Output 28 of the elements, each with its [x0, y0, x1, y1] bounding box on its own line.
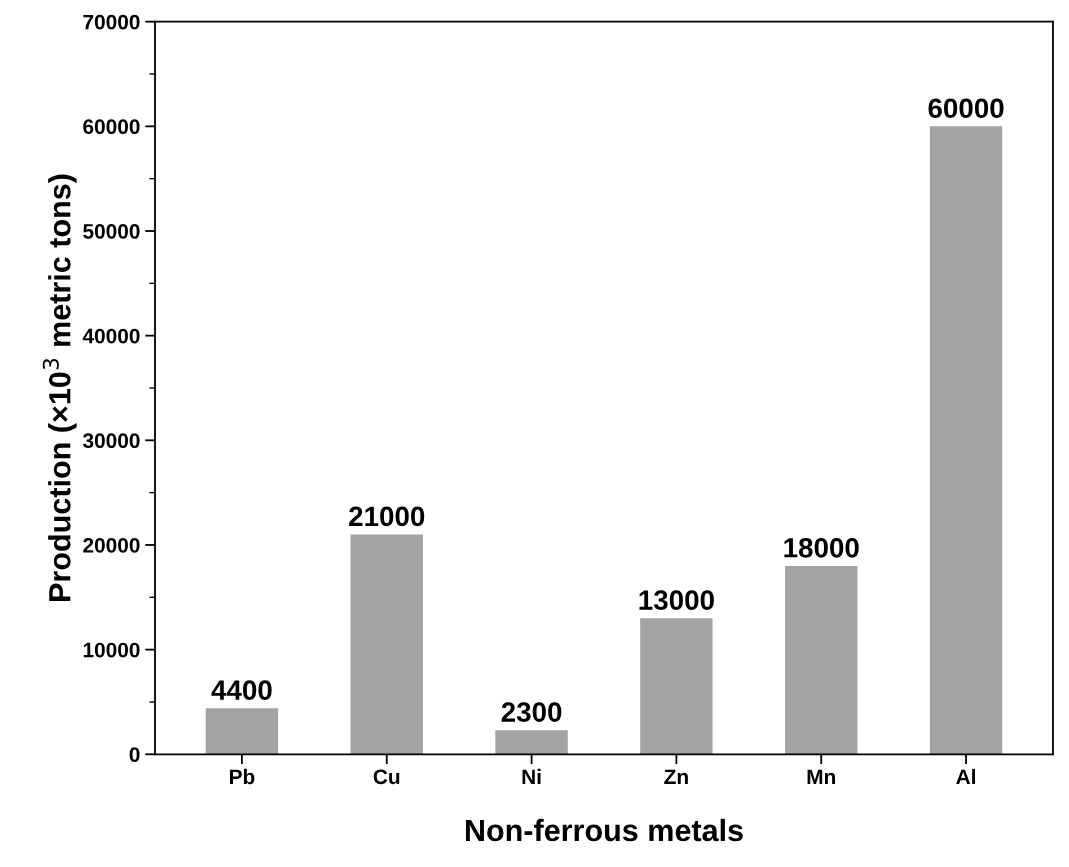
y-axis-title: Production (×10$^{3}$ metric tons) — [42, 174, 77, 601]
data-label: 4400 — [211, 680, 272, 700]
x-tick-label: Mn — [807, 769, 835, 784]
y-tick-label: 70000 — [83, 14, 140, 30]
data-label: 21000 — [349, 506, 425, 527]
x-tick-label: Ni — [522, 768, 541, 784]
data-label: 60000 — [928, 98, 1004, 119]
bar — [929, 126, 1003, 755]
y-tick-label: 40000 — [82, 328, 140, 344]
bar — [640, 618, 713, 755]
data-label: 18000 — [784, 537, 859, 558]
x-tick-label: Zn — [664, 769, 688, 784]
y-tick-label: 20000 — [83, 537, 140, 553]
y-tick-label: 10000 — [83, 642, 140, 658]
y-tick-label: 50000 — [83, 223, 140, 239]
bar — [495, 730, 568, 755]
y-tick-label: 60000 — [83, 119, 140, 135]
x-tick-label: Al — [956, 768, 976, 784]
bar — [785, 565, 858, 755]
data-label: 2300 — [501, 702, 562, 722]
y-tick-label: 30000 — [82, 433, 140, 449]
data-label: 13000 — [639, 590, 714, 610]
x-axis-title: Non-ferrous metals — [465, 818, 743, 842]
y-tick-label: 0 — [129, 747, 140, 763]
x-tick-label: Pb — [229, 768, 255, 785]
bar — [350, 534, 423, 755]
x-tick-label: Cu — [373, 769, 400, 785]
bar — [205, 708, 279, 755]
